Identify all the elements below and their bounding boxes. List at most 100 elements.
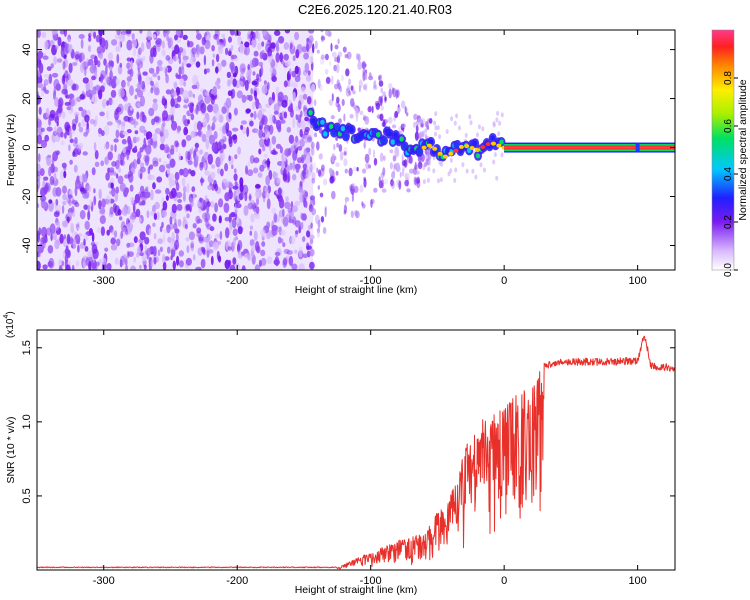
transition-speckle — [373, 157, 378, 166]
noise-speckle — [45, 107, 50, 118]
sparse-speckle — [464, 132, 468, 138]
noise-speckle — [192, 93, 195, 98]
noise-speckle — [309, 261, 315, 270]
noise-speckle — [139, 252, 144, 257]
noise-speckle — [37, 70, 40, 75]
transition-speckle — [314, 40, 318, 50]
noise-speckle — [46, 157, 52, 166]
noise-speckle — [163, 66, 168, 74]
transition-speckle — [383, 178, 389, 185]
noise-speckle — [37, 30, 41, 38]
transition-speckle — [389, 162, 393, 170]
noise-speckle — [282, 216, 289, 227]
sparse-speckle — [434, 131, 437, 137]
noise-speckle — [42, 236, 48, 244]
noise-speckle — [98, 89, 103, 100]
noise-speckle — [105, 172, 110, 181]
transition-speckle — [324, 53, 329, 61]
noise-speckle — [55, 135, 59, 143]
noise-speckle — [114, 108, 119, 116]
noise-speckle — [271, 224, 278, 232]
noise-speckle — [115, 186, 120, 194]
sparse-speckle — [481, 126, 485, 132]
sparse-speckle — [433, 120, 437, 126]
noise-speckle — [139, 264, 142, 270]
noise-speckle — [60, 131, 64, 138]
noise-speckle — [139, 231, 146, 241]
noise-speckle — [233, 173, 238, 182]
noise-speckle — [99, 34, 103, 45]
noise-speckle — [134, 94, 138, 100]
noise-speckle — [227, 50, 232, 56]
transition-speckle — [339, 151, 344, 161]
noise-speckle — [98, 188, 102, 200]
noise-speckle — [257, 172, 263, 178]
noise-speckle — [79, 243, 85, 249]
transition-speckle — [379, 113, 384, 122]
noise-speckle — [231, 164, 234, 170]
transition-speckle — [313, 99, 317, 107]
noise-speckle — [93, 188, 96, 194]
noise-speckle — [178, 47, 184, 53]
noise-speckle — [161, 40, 165, 49]
transition-speckle — [413, 176, 417, 186]
noise-speckle — [213, 179, 217, 189]
noise-speckle — [234, 236, 239, 241]
scale-label: (x10 — [5, 318, 16, 338]
transition-speckle — [335, 63, 340, 74]
transition-speckle — [356, 53, 359, 60]
noise-speckle — [124, 174, 131, 179]
noise-speckle — [89, 30, 94, 37]
sparse-speckle — [455, 113, 459, 119]
noise-speckle — [282, 173, 288, 182]
noise-speckle — [300, 110, 303, 118]
noise-speckle — [88, 36, 92, 42]
noise-speckle — [138, 47, 142, 55]
transition-speckle — [349, 114, 354, 119]
noise-speckle — [119, 255, 126, 266]
noise-speckle — [273, 213, 278, 223]
noise-speckle — [273, 110, 279, 115]
noise-speckle — [182, 167, 189, 178]
noise-speckle — [158, 164, 166, 173]
transition-speckle — [375, 102, 380, 111]
noise-speckle — [73, 164, 78, 173]
noise-speckle — [72, 62, 78, 66]
noise-speckle — [234, 168, 237, 174]
noise-speckle — [229, 30, 235, 36]
noise-speckle — [174, 140, 179, 148]
noise-speckle — [114, 144, 117, 153]
spectrogram-x-tick-label: 0 — [501, 275, 507, 287]
noise-speckle — [300, 212, 304, 220]
transition-speckle — [341, 98, 345, 107]
sparse-speckle — [438, 134, 442, 140]
transition-speckle — [331, 153, 336, 162]
transition-speckle — [312, 199, 316, 206]
noise-speckle — [192, 57, 196, 63]
spectrogram-x-tick-label: -200 — [226, 275, 248, 287]
noise-speckle — [243, 205, 249, 216]
noise-speckle — [185, 204, 191, 211]
noise-speckle — [58, 97, 64, 108]
noise-speckle — [302, 236, 306, 243]
noise-speckle — [151, 118, 156, 126]
noise-speckle — [107, 62, 112, 68]
transition-speckle — [414, 161, 417, 171]
transition-speckle — [401, 154, 404, 163]
noise-speckle — [67, 38, 71, 44]
noise-speckle — [296, 221, 302, 228]
noise-speckle — [249, 120, 254, 127]
noise-speckle — [231, 134, 237, 140]
noise-speckle — [253, 50, 259, 57]
noise-speckle — [53, 172, 57, 182]
sparse-speckle — [445, 129, 449, 135]
noise-speckle — [204, 211, 208, 221]
transition-speckle — [331, 190, 336, 200]
noise-speckle — [208, 134, 216, 145]
noise-speckle — [164, 67, 168, 77]
noise-speckle — [47, 245, 54, 254]
noise-speckle — [97, 60, 101, 68]
noise-speckle — [175, 74, 180, 79]
noise-speckle — [88, 79, 93, 90]
noise-speckle — [232, 237, 236, 247]
